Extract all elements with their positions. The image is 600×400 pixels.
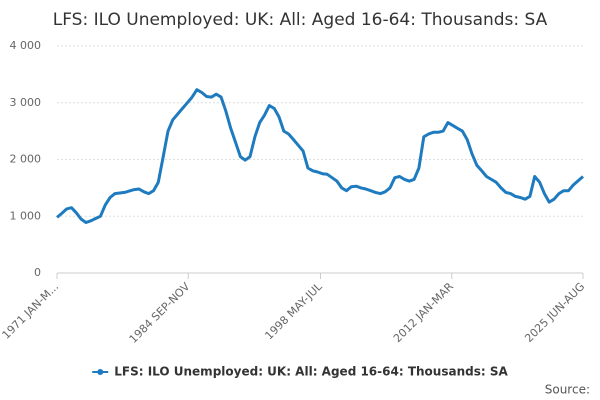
- y-tick-label: 3 000: [10, 96, 42, 109]
- x-tick-label: 1984 SEP-NOV: [127, 280, 193, 346]
- y-tick-label: 2 000: [10, 153, 42, 166]
- y-tick-label: 0: [34, 266, 41, 279]
- chart-title: LFS: ILO Unemployed: UK: All: Aged 16-64…: [53, 10, 548, 30]
- x-tick-label: 2012 JAN-MAR: [391, 280, 456, 345]
- x-tick-label: 2025 JUN-AUG: [522, 280, 587, 345]
- x-tick-label: 1971 JAN-M...: [0, 280, 61, 342]
- y-tick-label: 1 000: [10, 209, 42, 222]
- series-line: [56, 88, 584, 224]
- y-tick-label: 4 000: [10, 39, 42, 52]
- legend-symbol-dot: [97, 369, 104, 375]
- legend-label: LFS: ILO Unemployed: UK: All: Aged 16-64…: [114, 365, 508, 379]
- source: Source:: [545, 383, 590, 397]
- x-tick-label: 1998 MAY-JUL: [262, 279, 325, 342]
